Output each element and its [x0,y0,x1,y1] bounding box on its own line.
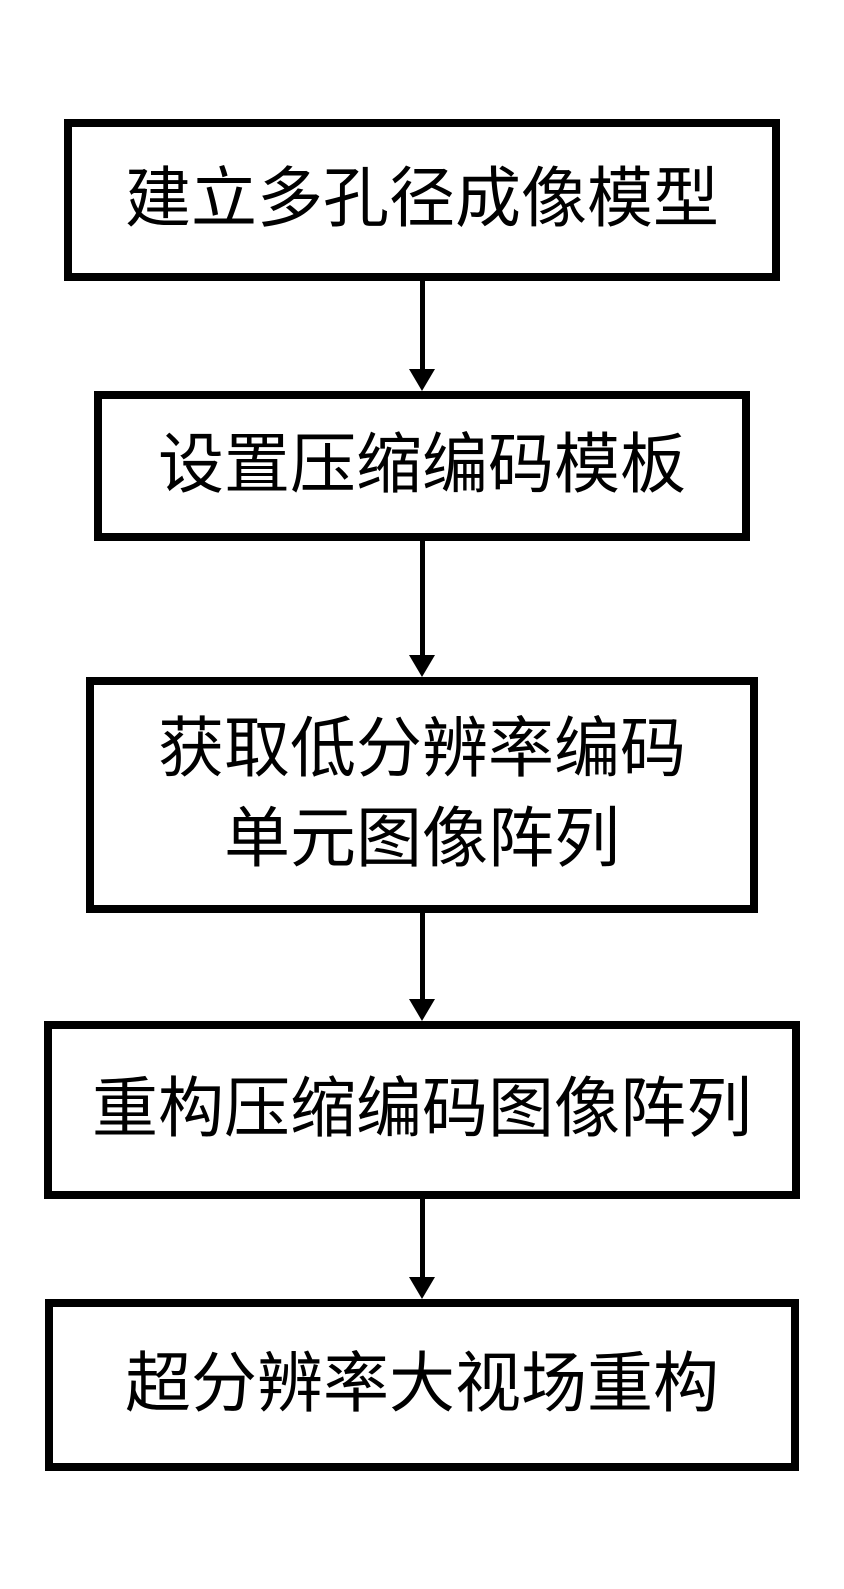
arrow-line [420,1199,425,1277]
arrow-line [420,913,425,999]
flowchart-step-3: 获取低分辨率编码单元图像阵列 [86,677,758,913]
step-label: 获取低分辨率编码单元图像阵列 [158,705,686,883]
flowchart-step-2: 设置压缩编码模板 [94,391,750,541]
flowchart-arrow-1 [409,281,435,391]
flowchart-arrow-2 [409,541,435,677]
step-label: 建立多孔径成像模型 [125,155,719,244]
flowchart-step-5: 超分辨率大视场重构 [45,1299,799,1471]
flowchart-arrow-4 [409,1199,435,1299]
flowchart-step-1: 建立多孔径成像模型 [64,119,780,281]
flowchart-arrow-3 [409,913,435,1021]
step-label: 超分辨率大视场重构 [125,1340,719,1429]
arrow-head-icon [409,1277,435,1299]
arrow-line [420,541,425,655]
arrow-head-icon [409,999,435,1021]
arrow-line [420,281,425,369]
step-label: 重构压缩编码图像阵列 [92,1065,752,1154]
step-label: 设置压缩编码模板 [158,421,686,510]
arrow-head-icon [409,655,435,677]
flowchart-step-4: 重构压缩编码图像阵列 [44,1021,800,1199]
arrow-head-icon [409,369,435,391]
